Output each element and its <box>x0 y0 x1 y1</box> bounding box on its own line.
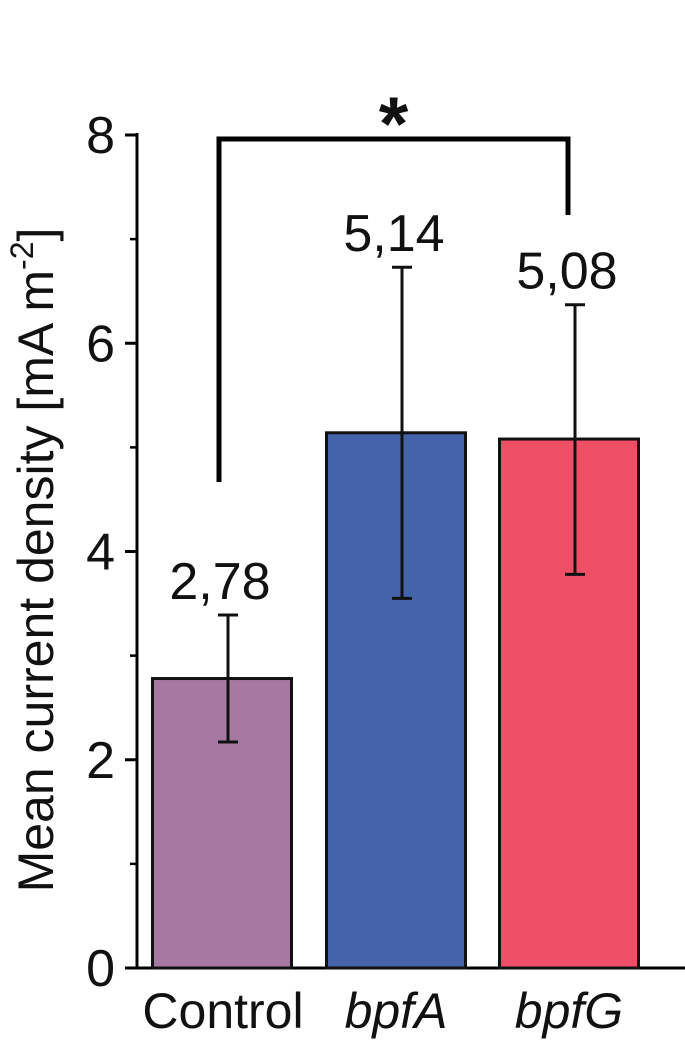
data-label: 5,08 <box>516 243 617 301</box>
data-label: 2,78 <box>169 553 270 611</box>
x-tick-label: bpfG <box>515 983 623 1039</box>
x-tick-label: bpfA <box>345 983 448 1039</box>
data-label: 5,14 <box>343 205 444 263</box>
bar-bpfa <box>325 431 467 970</box>
significance-line <box>216 136 571 482</box>
bar-control <box>151 677 293 970</box>
error-bars <box>218 265 585 744</box>
y-tick-label: 4 <box>86 524 115 582</box>
y-tick-label: 2 <box>86 732 115 790</box>
axes: 0 2 4 6 8 Control bpfA bpfG <box>86 107 685 1039</box>
y-tick-label: 6 <box>86 315 115 373</box>
x-tick-label: Control <box>142 983 303 1039</box>
y-tick-label: 8 <box>86 107 115 165</box>
bars <box>151 431 640 970</box>
value-labels: 2,78 5,14 5,08 <box>169 205 617 611</box>
bar-bpfg <box>498 437 640 970</box>
y-tick-label: 0 <box>86 940 115 998</box>
significance-bracket: * <box>216 82 571 482</box>
significance-star: * <box>379 82 409 167</box>
y-axis-label: Mean current density [mA m-2] <box>4 228 64 893</box>
